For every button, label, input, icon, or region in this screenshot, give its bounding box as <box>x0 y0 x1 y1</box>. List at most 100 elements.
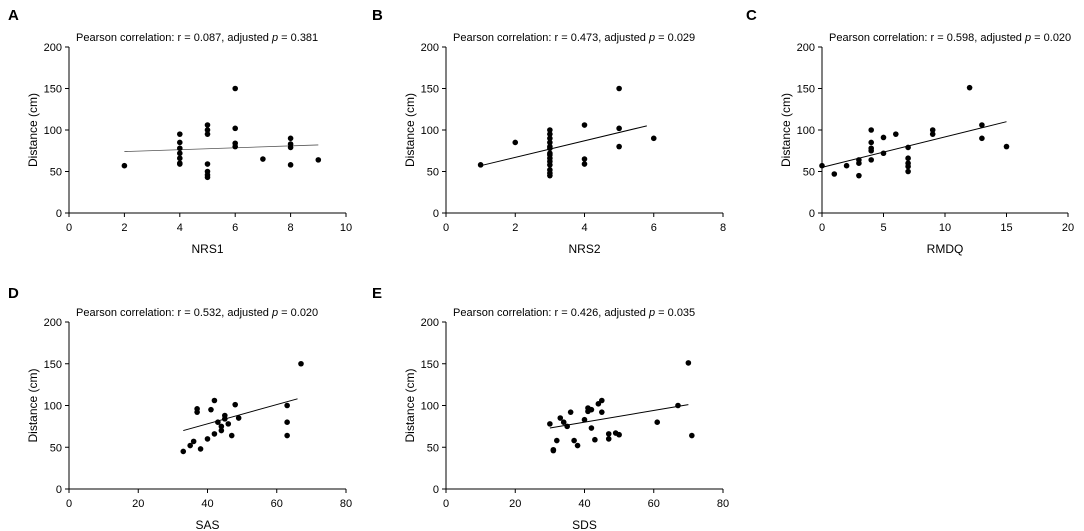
data-point <box>685 360 692 366</box>
data-point <box>547 135 553 142</box>
correlation-annotation: Pearson correlation: r = 0.426, adjusted… <box>453 307 695 319</box>
y-tick-label: 0 <box>56 208 62 220</box>
x-axis-title: SDS <box>572 518 597 531</box>
data-point <box>211 397 218 404</box>
data-point <box>121 162 128 169</box>
panel-b: B Pearson correlation: r = 0.473, adjuste… <box>372 7 726 256</box>
data-point <box>204 131 211 137</box>
y-tick-label: 150 <box>44 84 62 96</box>
data-point <box>177 161 183 167</box>
data-point <box>929 127 936 133</box>
panel-c: C Pearson correlation: r = 0.598, adjuste… <box>746 7 1074 256</box>
data-point <box>868 127 874 133</box>
x-axis-title: NRS2 <box>568 242 600 256</box>
data-point <box>284 402 290 409</box>
data-point <box>547 131 553 137</box>
data-point <box>905 168 911 175</box>
data-point <box>831 171 838 177</box>
data-point <box>547 139 553 146</box>
panel-letter: D <box>8 285 19 302</box>
data-point <box>547 145 553 152</box>
y-tick-label: 50 <box>50 167 62 179</box>
data-point <box>605 436 612 442</box>
data-point <box>588 406 595 413</box>
y-tick-label: 50 <box>50 442 62 454</box>
data-point <box>599 397 605 404</box>
x-tick-label: 10 <box>939 222 951 234</box>
x-tick-label: 20 <box>1062 222 1074 234</box>
data-point <box>1003 143 1010 150</box>
data-point <box>190 438 197 445</box>
y-tick-label: 100 <box>44 401 62 413</box>
regression-line <box>821 121 1007 168</box>
data-point <box>654 419 661 426</box>
y-tick-label: 100 <box>421 401 439 413</box>
data-point <box>581 156 588 162</box>
regression-line <box>124 144 319 152</box>
x-tick-label: 0 <box>443 498 449 510</box>
data-point <box>689 432 695 439</box>
data-point <box>979 135 985 142</box>
panel-letter: B <box>372 7 383 24</box>
data-point <box>298 360 304 367</box>
panel-d: D Pearson correlation: r = 0.532, adjuste… <box>8 285 352 531</box>
data-point <box>177 131 183 137</box>
annotation-suffix: = 0.035 <box>655 307 695 319</box>
y-tick-label: 150 <box>421 359 439 371</box>
data-point <box>177 145 183 152</box>
data-point <box>581 416 588 423</box>
data-point <box>595 401 602 407</box>
data-point <box>315 157 322 163</box>
annotation-prefix: Pearson correlation: r = 0.087, adjusted <box>76 32 272 44</box>
data-point <box>905 163 911 170</box>
x-tick-label: 6 <box>651 222 657 234</box>
annotation-prefix: Pearson correlation: r = 0.532, adjusted <box>76 307 272 319</box>
data-point <box>287 144 294 151</box>
data-point <box>204 127 211 133</box>
regression-line <box>480 125 647 167</box>
annotation-p-symbol: p <box>648 32 655 44</box>
y-tick-label: 150 <box>797 84 815 96</box>
data-point <box>599 409 605 415</box>
data-point <box>211 431 218 437</box>
y-axis-title: Distance (cm) <box>403 368 417 442</box>
data-point <box>477 162 484 168</box>
y-axis-title: Distance (cm) <box>26 93 40 167</box>
data-point <box>893 131 899 137</box>
y-tick-label: 150 <box>421 84 439 96</box>
annotation-prefix: Pearson correlation: r = 0.426, adjusted <box>453 307 649 319</box>
annotation-suffix: = 0.381 <box>278 32 318 44</box>
data-point <box>571 437 577 444</box>
data-point <box>547 162 553 168</box>
data-point <box>197 446 204 452</box>
y-tick-label: 200 <box>421 317 439 329</box>
data-point <box>979 122 985 128</box>
x-tick-label: 0 <box>443 222 449 234</box>
x-tick-label: 20 <box>132 498 144 510</box>
data-point <box>222 412 228 419</box>
data-point <box>650 135 657 142</box>
y-tick-label: 50 <box>427 442 439 454</box>
data-point <box>232 401 238 408</box>
y-axis-title: Distance (cm) <box>403 93 417 167</box>
x-tick-label: 2 <box>512 222 518 234</box>
data-point <box>905 144 911 151</box>
annotation-p-symbol: p <box>1024 32 1031 44</box>
x-tick-label: 8 <box>720 222 726 234</box>
x-axis-title: SAS <box>195 518 219 531</box>
y-tick-label: 0 <box>809 208 815 220</box>
x-tick-label: 8 <box>288 222 294 234</box>
data-point <box>218 423 225 430</box>
data-point <box>856 172 862 179</box>
y-tick-label: 200 <box>44 42 62 54</box>
x-tick-label: 60 <box>271 498 283 510</box>
data-point <box>880 134 887 141</box>
data-point <box>868 147 874 154</box>
data-point <box>880 150 887 157</box>
y-tick-label: 100 <box>44 125 62 137</box>
annotation-p-symbol: p <box>271 307 278 319</box>
annotation-suffix: = 0.029 <box>655 32 695 44</box>
data-point <box>819 162 825 169</box>
panel-letter: C <box>746 7 757 24</box>
